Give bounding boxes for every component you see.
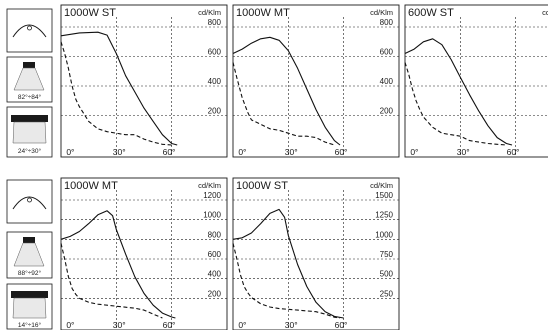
x-tick-label: 60°: [335, 320, 348, 330]
x-tick-label: 30°: [457, 147, 470, 157]
beam-icon-row2: [6, 179, 53, 224]
chart-frame: [404, 4, 548, 158]
solid-curve: [404, 38, 513, 146]
y-tick-label: 600: [208, 250, 222, 259]
narrow-beam-icon-row1: 24°÷30°: [6, 106, 53, 158]
wide-beam-icon-row1: 82°÷84°: [6, 56, 53, 103]
x-tick-label: 60°: [335, 147, 348, 157]
chart-title: 600W ST: [408, 7, 454, 19]
unit-label: cd/Klm: [198, 181, 221, 190]
beam-icon-row1: [6, 8, 53, 53]
y-tick-label: 1000: [203, 211, 221, 220]
y-tick-label: 600: [208, 48, 222, 57]
y-tick-label: 800: [208, 230, 222, 239]
chart-title: 1000W MT: [236, 7, 290, 19]
unit-label: cd/Klm: [370, 181, 393, 190]
x-tick-label: 60°: [163, 147, 176, 157]
solid-curve: [232, 208, 344, 319]
x-tick-label: 30°: [285, 320, 298, 330]
narrow-beam-icon-row2: 14°÷16°: [6, 283, 53, 330]
luminaire-beam-icon: [6, 8, 53, 53]
wide-angle-label: 88°÷92°: [18, 269, 42, 277]
solid-curve: [60, 210, 176, 319]
wide-beam-icon-row2: 88°÷92°: [6, 231, 53, 279]
chart-frame: [232, 177, 400, 330]
unit-label: cd/Klm: [542, 8, 548, 17]
chart-frame: [232, 4, 400, 158]
x-tick-label: 0°: [410, 147, 418, 157]
y-tick-label: 1250: [375, 211, 393, 220]
y-tick-label: 400: [380, 77, 394, 86]
y-tick-label: 600: [380, 48, 394, 57]
x-tick-label: 30°: [113, 147, 126, 157]
y-tick-label: 500: [380, 270, 394, 279]
y-tick-label: 800: [380, 18, 394, 27]
y-tick-label: 200: [208, 107, 222, 116]
x-tick-label: 0°: [66, 147, 74, 157]
x-tick-label: 60°: [163, 320, 176, 330]
unit-label: cd/Klm: [370, 8, 393, 17]
x-tick-label: 0°: [238, 147, 246, 157]
x-tick-label: 0°: [66, 320, 74, 330]
solid-curve: [232, 36, 341, 146]
y-tick-label: 250: [380, 289, 394, 298]
solid-curve: [60, 31, 178, 146]
x-tick-label: 60°: [507, 147, 520, 157]
y-tick-label: 400: [208, 77, 222, 86]
wide-angle-label: 82°÷84°: [18, 93, 42, 101]
narrow-angle-label: 24°÷30°: [18, 147, 42, 155]
y-tick-label: 1500: [375, 191, 393, 200]
chart-2: 200 400 600 800 0° 30° 60° 1000W MT cd/Klm: [232, 4, 400, 158]
chart-frame: [60, 4, 228, 158]
y-tick-label: 200: [208, 289, 222, 298]
y-tick-label: 750: [380, 250, 394, 259]
chart-title: 1000W ST: [236, 180, 288, 192]
dashed-curve: [60, 243, 163, 319]
y-tick-label: 200: [380, 107, 394, 116]
y-tick-label: 1000: [375, 230, 393, 239]
dashed-curve: [404, 62, 507, 146]
x-tick-label: 30°: [285, 147, 298, 157]
luminaire-beam-icon: [6, 179, 53, 224]
chart-1: 200 400 600 800 0° 30° 60° 1000W ST cd/Klm: [60, 4, 228, 158]
dashed-curve: [232, 62, 335, 146]
chart-title: 1000W ST: [64, 7, 116, 19]
x-tick-label: 0°: [238, 320, 246, 330]
unit-label: cd/Klm: [198, 8, 221, 17]
chart-frame: [60, 177, 228, 330]
narrow-angle-label: 14°÷16°: [18, 321, 42, 329]
chart-5: 250 500 750 1000 1250 1500 0° 30° 60° 1000W ST cd/…: [232, 177, 400, 330]
y-tick-label: 800: [208, 18, 222, 27]
x-tick-label: 30°: [113, 320, 126, 330]
y-tick-label: 1200: [203, 191, 221, 200]
chart-title: 1000W MT: [64, 180, 118, 192]
charts-group: 200 400 600 800 0° 30° 60° 1000W ST cd/Klm 200 400…: [60, 4, 548, 330]
chart-4: 200 400 600 800 1000 1200 0° 30° 60° 1000W MT cd/K…: [60, 177, 228, 330]
y-tick-label: 400: [208, 270, 222, 279]
